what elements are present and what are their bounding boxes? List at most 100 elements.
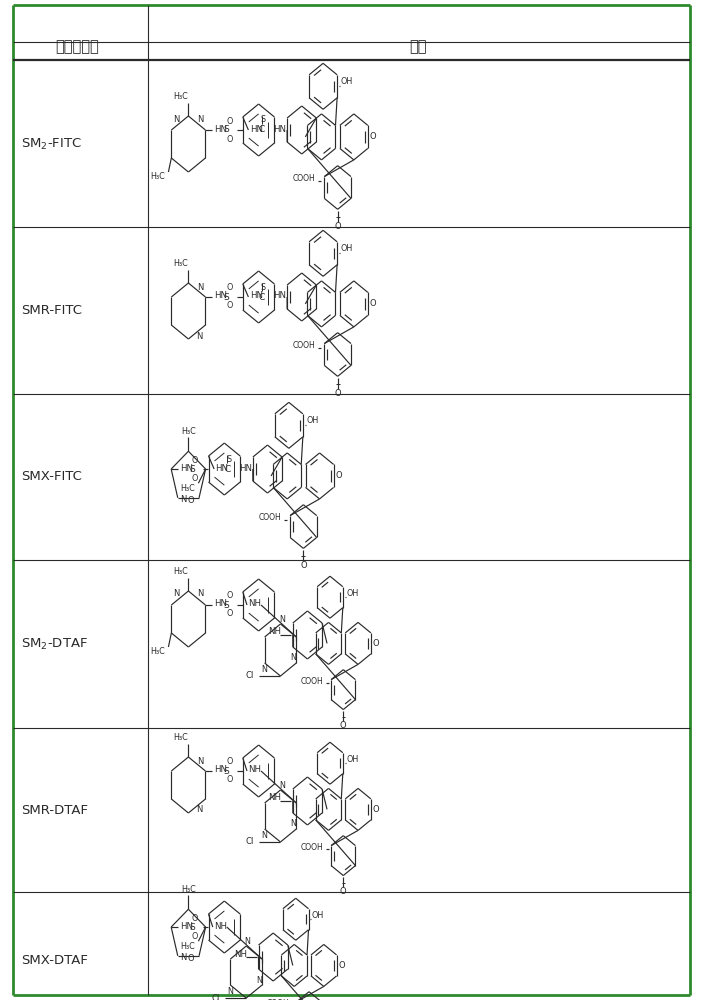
Text: H₃C: H₃C [173,92,188,101]
Text: S: S [189,465,195,474]
Text: O: O [226,758,233,766]
Text: O: O [187,954,194,963]
Text: OH: OH [341,244,353,253]
Text: N: N [262,830,268,840]
Text: OH: OH [312,911,324,920]
Text: N: N [198,589,204,598]
Text: SMR-DTAF: SMR-DTAF [21,804,88,816]
Text: N: N [279,614,285,624]
Text: S: S [189,923,195,932]
Text: COOH: COOH [301,677,323,686]
Text: O: O [226,302,233,310]
Text: S: S [224,292,229,302]
Text: HN: HN [239,464,252,473]
Text: NH: NH [248,766,262,774]
Text: C: C [259,125,265,134]
Text: OH: OH [307,416,319,425]
Text: S: S [224,125,229,134]
Text: S: S [224,600,229,609]
Text: O: O [226,116,233,125]
Text: Cl: Cl [245,838,254,846]
Text: O: O [373,805,379,814]
Text: O: O [226,609,233,618]
Text: OH: OH [341,77,353,86]
Text: HN: HN [250,292,263,300]
Text: O: O [226,591,233,600]
Text: N: N [245,937,250,946]
Text: N: N [196,332,202,341]
Text: SMR-FITC: SMR-FITC [21,304,82,318]
Text: HN: HN [273,124,286,133]
Text: COOH: COOH [266,999,289,1000]
Text: H₃C: H₃C [173,567,188,576]
Text: O: O [300,561,307,570]
Text: 荧光标记物: 荧光标记物 [56,39,99,54]
Text: Cl: Cl [211,994,219,1000]
Text: HN: HN [214,124,228,133]
Text: N: N [180,495,186,504]
Text: O: O [338,961,344,970]
Text: H₃C: H₃C [150,172,165,181]
Text: NH: NH [268,794,281,802]
Text: HN: HN [216,464,228,473]
Text: H₃C: H₃C [173,259,188,268]
Text: H₃C: H₃C [173,733,188,742]
Text: N: N [173,589,179,598]
Text: O: O [226,284,233,292]
Text: N: N [198,756,204,766]
Text: O: O [335,389,341,398]
Text: N: N [262,664,268,674]
Text: O: O [226,134,233,143]
Text: HN: HN [250,124,263,133]
Text: SM$_2$-DTAF: SM$_2$-DTAF [21,636,88,652]
Text: SMX-FITC: SMX-FITC [21,471,82,484]
Text: S: S [261,282,266,292]
Text: NH: NH [234,950,247,959]
Text: S: S [261,115,266,124]
Text: O: O [340,887,347,896]
Text: HN: HN [181,922,193,931]
Text: SM$_2$-FITC: SM$_2$-FITC [21,136,82,152]
Text: O: O [192,932,198,941]
Text: O: O [335,222,341,231]
Text: O: O [226,776,233,784]
Text: N: N [279,780,285,790]
Text: H₃C: H₃C [180,484,195,493]
Text: HN: HN [214,599,228,608]
Text: O: O [340,721,347,730]
Text: N: N [173,114,179,123]
Text: N: N [290,820,297,828]
Text: H₃C: H₃C [150,647,165,656]
Text: HN: HN [181,464,193,473]
Text: H₃C: H₃C [182,427,196,436]
Text: S: S [224,766,229,776]
Text: COOH: COOH [293,174,316,183]
Text: O: O [373,639,379,648]
Text: OH: OH [347,754,359,764]
Text: HN: HN [273,292,286,300]
Text: N: N [257,976,262,985]
Text: O: O [192,914,198,923]
Text: N: N [196,806,202,814]
Text: C: C [259,292,265,302]
Text: Cl: Cl [245,672,254,680]
Text: O: O [192,474,198,483]
Text: NH: NH [214,922,227,931]
Text: N: N [198,114,204,123]
Text: HN: HN [214,766,228,774]
Text: 结构: 结构 [410,39,427,54]
Text: COOH: COOH [293,341,316,350]
Text: O: O [370,132,377,141]
Text: C: C [224,465,231,474]
Text: N: N [228,987,233,996]
Text: O: O [370,299,377,308]
Text: N: N [290,654,297,662]
Text: O: O [187,496,194,505]
Text: NH: NH [268,628,281,636]
Text: O: O [335,471,342,480]
Text: N: N [198,282,204,292]
Text: COOH: COOH [259,513,282,522]
Text: S: S [226,455,231,464]
Text: H₃C: H₃C [182,885,196,894]
Text: OH: OH [347,588,359,597]
